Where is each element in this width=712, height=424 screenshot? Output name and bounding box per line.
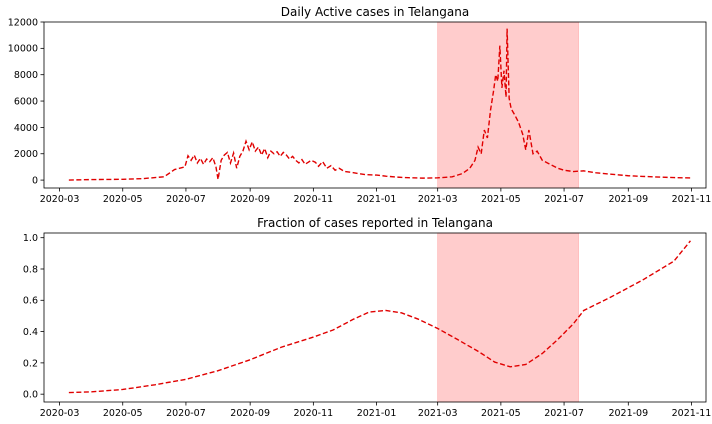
chart-panel-fraction-reported: Fraction of cases reported in Telangana 2… [23,216,711,419]
x-tick-label: 2020-03 [40,408,80,419]
x-tick-label: 2020-11 [294,194,334,205]
y-tick-label: 8000 [14,70,38,81]
plot-frame [43,232,707,403]
x-tick-label: 2021-05 [481,408,521,419]
x-tick-label: 2020-03 [40,194,80,205]
series-line [68,240,692,394]
shaded-region [437,21,579,189]
x-tick-label: 2021-07 [544,408,584,419]
x-tick-label: 2020-09 [230,194,270,205]
x-tick-label: 2021-09 [608,194,648,205]
x-tick-label: 2021-01 [357,408,397,419]
x-tick-label: 2020-07 [166,408,206,419]
y-tick-label: 6000 [14,96,38,107]
x-tick-label: 2020-11 [294,408,334,419]
y-tick-label: 0.0 [23,390,38,401]
x-tick-label: 2021-09 [608,408,648,419]
chart-title: Fraction of cases reported in Telangana [257,216,493,230]
chart-title: Daily Active cases in Telangana [281,5,469,19]
chart-panel-daily-active-cases: Daily Active cases in Telangana 2020-03 20… [8,5,712,205]
y-tick-label: 12000 [8,17,38,28]
y-tick-label: 4000 [14,123,38,134]
y-tick-label: 2000 [14,149,38,160]
y-tick-label: 0 [32,175,38,186]
x-tick-label: 2020-05 [103,408,143,419]
x-tick-label: 2021-11 [672,408,712,419]
shaded-region [437,232,579,403]
x-tick-label: 2021-03 [418,408,458,419]
x-tick-label: 2020-09 [230,408,270,419]
x-tick-label: 2021-03 [418,194,458,205]
y-tick-label: 1.0 [23,233,38,244]
y-tick-label: 0.6 [23,296,38,307]
x-tick-label: 2020-07 [166,194,206,205]
x-tick-label: 2021-05 [481,194,521,205]
x-tick-label: 2021-11 [672,194,712,205]
y-tick-label: 10000 [8,44,38,55]
y-tick-label: 0.4 [23,327,38,338]
plot-frame [43,21,707,189]
x-tick-label: 2021-01 [357,194,397,205]
y-tick-label: 0.8 [23,264,38,275]
x-tick-label: 2021-07 [544,194,584,205]
series-line [68,28,691,181]
x-tick-label: 2020-05 [103,194,143,205]
y-tick-label: 0.2 [23,358,38,369]
